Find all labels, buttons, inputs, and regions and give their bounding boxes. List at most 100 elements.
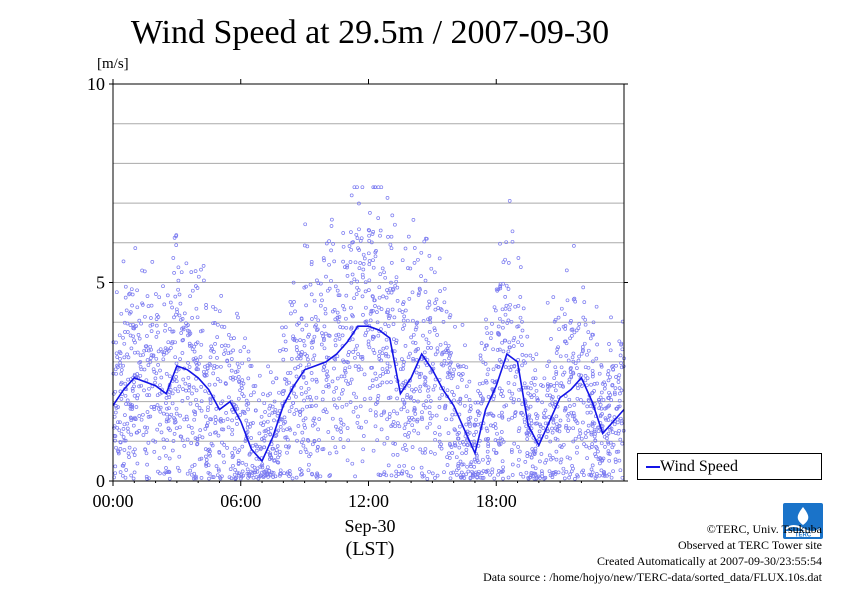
scatter-point xyxy=(585,352,589,357)
scatter-point xyxy=(522,381,527,386)
scatter-point xyxy=(236,461,241,465)
scatter-point xyxy=(309,340,314,345)
scatter-point xyxy=(389,261,394,265)
scatter-point xyxy=(464,394,469,399)
scatter-point xyxy=(609,398,614,402)
scatter-point xyxy=(121,435,126,439)
scatter-point xyxy=(132,393,137,398)
scatter-point xyxy=(310,471,314,476)
scatter-point xyxy=(124,308,129,313)
scatter-point xyxy=(370,378,375,383)
scatter-point xyxy=(378,473,383,478)
scatter-point xyxy=(297,354,301,359)
scatter-point xyxy=(394,341,398,345)
scatter-point xyxy=(411,417,416,422)
scatter-point xyxy=(177,292,182,297)
scatter-point xyxy=(614,375,618,379)
scatter-point xyxy=(313,324,317,329)
scatter-point xyxy=(582,300,587,304)
scatter-point xyxy=(170,401,175,406)
scatter-point xyxy=(509,319,514,324)
scatter-point xyxy=(124,468,129,472)
scatter-point xyxy=(258,447,263,452)
scatter-point xyxy=(248,424,252,429)
scatter-point xyxy=(460,462,464,467)
scatter-point xyxy=(364,319,369,324)
scatter-point xyxy=(117,428,122,433)
scatter-point xyxy=(478,353,483,358)
scatter-point xyxy=(171,439,176,443)
scatter-point xyxy=(181,387,185,391)
scatter-point xyxy=(534,476,539,481)
scatter-point xyxy=(361,313,365,317)
scatter-point xyxy=(513,410,518,414)
scatter-point xyxy=(486,436,490,441)
scatter-point xyxy=(326,430,331,434)
scatter-point xyxy=(129,473,134,478)
scatter-point xyxy=(419,465,424,470)
scatter-point xyxy=(288,300,293,304)
scatter-point xyxy=(376,185,381,190)
scatter-point xyxy=(148,414,153,419)
scatter-point xyxy=(525,451,530,455)
scatter-point xyxy=(235,470,240,475)
scatter-point xyxy=(602,386,607,391)
scatter-point xyxy=(446,431,451,435)
scatter-point xyxy=(299,468,304,473)
scatter-point xyxy=(273,408,278,412)
scatter-point xyxy=(281,392,285,396)
scatter-point xyxy=(597,406,602,411)
scatter-point xyxy=(367,345,372,350)
scatter-point xyxy=(402,314,407,319)
scatter-point xyxy=(265,473,269,477)
scatter-point xyxy=(592,389,596,393)
scatter-point xyxy=(265,393,270,398)
scatter-point xyxy=(516,398,521,402)
scatter-point xyxy=(393,283,398,288)
scatter-point xyxy=(143,344,148,349)
scatter-point xyxy=(274,448,279,452)
scatter-point xyxy=(413,327,418,332)
scatter-point xyxy=(485,343,489,348)
scatter-point xyxy=(185,396,190,400)
scatter-point xyxy=(467,409,472,414)
scatter-point xyxy=(384,352,388,356)
scatter-point xyxy=(370,337,375,341)
scatter-point xyxy=(544,458,549,462)
scatter-point xyxy=(308,282,313,287)
scatter-point xyxy=(581,420,585,425)
scatter-point xyxy=(535,416,539,421)
scatter-point xyxy=(416,399,420,404)
scatter-point xyxy=(485,449,490,454)
scatter-point xyxy=(555,422,559,427)
scatter-point xyxy=(370,232,375,236)
scatter-point xyxy=(438,289,442,293)
scatter-point xyxy=(130,405,135,409)
scatter-point xyxy=(412,399,416,403)
scatter-point xyxy=(314,379,319,384)
scatter-point xyxy=(447,351,452,356)
scatter-point xyxy=(527,432,532,437)
scatter-point xyxy=(334,386,339,390)
scatter-point xyxy=(517,449,522,454)
scatter-point xyxy=(414,321,419,326)
scatter-point xyxy=(498,284,503,289)
scatter-point xyxy=(336,319,341,324)
scatter-point xyxy=(203,364,207,369)
scatter-point xyxy=(577,354,581,359)
scatter-point xyxy=(317,438,321,442)
scatter-point xyxy=(584,444,589,449)
scatter-point xyxy=(566,411,571,416)
scatter-point xyxy=(262,420,266,425)
scatter-point xyxy=(143,447,148,452)
scatter-point xyxy=(571,439,576,444)
scatter-point xyxy=(443,341,448,346)
scatter-point xyxy=(512,382,517,387)
scatter-point xyxy=(350,461,355,466)
scatter-point xyxy=(312,298,317,303)
scatter-point xyxy=(364,321,368,325)
scatter-point xyxy=(190,316,194,320)
scatter-point xyxy=(322,336,326,341)
scatter-point xyxy=(203,447,208,451)
scatter-point xyxy=(457,445,462,450)
